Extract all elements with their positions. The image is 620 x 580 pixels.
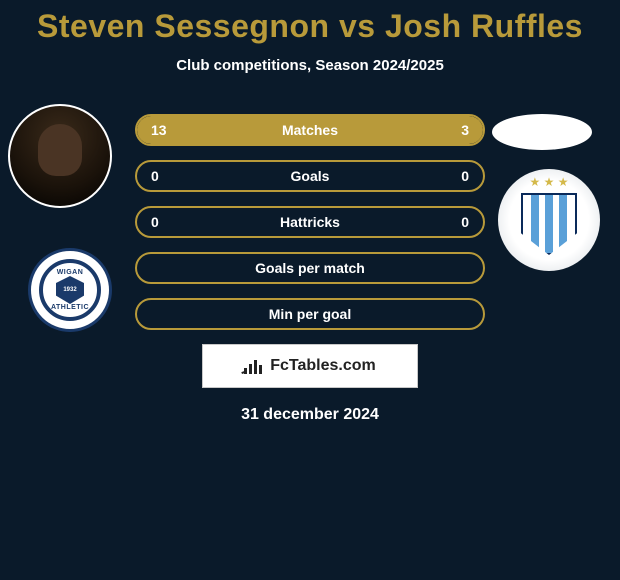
stat-value-left: 0	[151, 214, 159, 230]
subtitle: Club competitions, Season 2024/2025	[0, 57, 620, 74]
stat-label: Min per goal	[269, 306, 351, 322]
watermark-text: FcTables.com	[270, 357, 376, 375]
watermark: FcTables.com	[202, 344, 418, 388]
club-left-year: 1932	[63, 287, 76, 293]
bar-chart-icon	[244, 358, 264, 374]
player-right-photo	[492, 114, 592, 150]
club-left-crest-icon: 1932	[56, 276, 84, 304]
stripe-icon	[559, 195, 567, 253]
stat-label: Hattricks	[280, 214, 340, 230]
club-right-stars-icon: ★ ★ ★	[498, 175, 600, 189]
stat-label: Goals	[291, 168, 330, 184]
bar-fill-left	[137, 116, 400, 144]
stat-row: 0 0 Hattricks	[135, 206, 485, 238]
stat-value-right: 0	[461, 168, 469, 184]
stat-value-right: 0	[461, 214, 469, 230]
club-left-name-top: WIGAN	[43, 269, 97, 276]
stat-row: Goals per match	[135, 252, 485, 284]
stat-label: Matches	[282, 122, 338, 138]
stat-value-right: 3	[461, 122, 469, 138]
page-title: Steven Sessegnon vs Josh Ruffles	[0, 0, 620, 45]
stat-value-left: 0	[151, 168, 159, 184]
stripe-icon	[545, 195, 553, 253]
club-right-badge: ★ ★ ★	[498, 169, 600, 271]
stat-row: Min per goal	[135, 298, 485, 330]
stat-row: 13 3 Matches	[135, 114, 485, 146]
player-left-photo	[8, 104, 112, 208]
stat-row: 0 0 Goals	[135, 160, 485, 192]
club-left-badge-ring: WIGAN 1932 ATHLETIC	[39, 259, 101, 321]
club-right-crest-icon	[521, 193, 577, 255]
stripe-icon	[531, 195, 539, 253]
bar-fill-right	[400, 116, 483, 144]
comparison-panel: WIGAN 1932 ATHLETIC ★ ★ ★ 13 3 Matches 0 0 Go…	[0, 114, 620, 424]
date-text: 31 december 2024	[0, 406, 620, 424]
stat-value-left: 13	[151, 122, 167, 138]
stat-label: Goals per match	[255, 260, 365, 276]
club-left-name-bottom: ATHLETIC	[43, 304, 97, 311]
stat-bars: 13 3 Matches 0 0 Goals 0 0 Hattricks Goals per ma…	[135, 114, 485, 330]
club-left-badge: WIGAN 1932 ATHLETIC	[28, 248, 112, 332]
